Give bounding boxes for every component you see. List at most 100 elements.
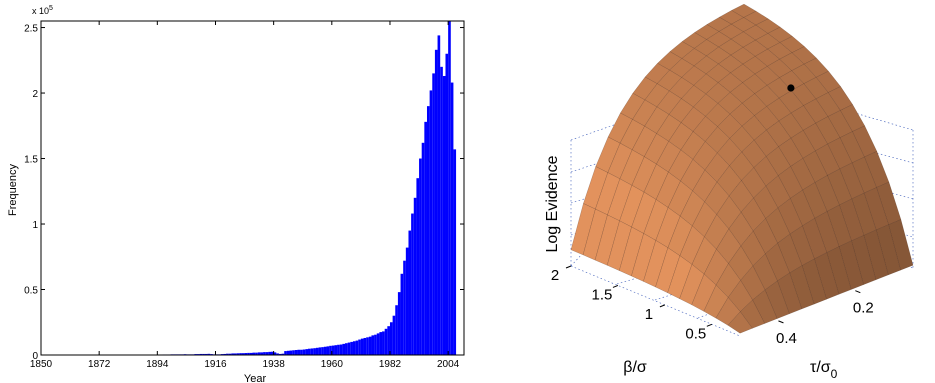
histogram-bar xyxy=(347,342,351,355)
histogram-bar xyxy=(247,352,250,355)
tau-axis-label: τ/σ0 xyxy=(810,359,838,381)
histogram-bar xyxy=(421,142,425,355)
histogram-bar xyxy=(263,352,266,355)
surface-cell xyxy=(668,149,694,182)
surface-cell xyxy=(741,167,767,199)
histogram-bar xyxy=(366,337,369,355)
histogram-bar xyxy=(360,338,364,355)
histogram-bar xyxy=(419,158,422,355)
histogram-bar xyxy=(252,352,256,355)
histogram-axes-box xyxy=(40,20,465,356)
histogram-bar xyxy=(228,353,232,355)
histogram-bar xyxy=(416,178,420,355)
histogram-bar xyxy=(223,353,227,355)
histogram-bar xyxy=(339,344,343,355)
histogram-bar xyxy=(355,340,359,355)
surface-cell xyxy=(716,228,742,264)
surface-cell xyxy=(802,150,828,183)
y-axis-label: Frequency xyxy=(7,164,19,216)
histogram-bar xyxy=(403,260,406,355)
surface-cell xyxy=(753,129,779,157)
histogram-bar xyxy=(445,53,449,355)
histogram-bar xyxy=(268,351,271,355)
histogram-bar xyxy=(292,350,295,355)
histogram-bar xyxy=(382,331,385,355)
histogram-bar xyxy=(297,349,301,355)
histogram-bar xyxy=(308,348,311,355)
y-tick-label: 0.5 xyxy=(24,286,38,297)
histogram-bar xyxy=(440,66,443,355)
y-tick-label: 2.5 xyxy=(24,24,38,35)
histogram-bar xyxy=(236,353,240,355)
histogram-bars xyxy=(41,21,457,356)
histogram-bar xyxy=(424,121,427,355)
histogram-bar xyxy=(294,350,298,355)
histogram-bar xyxy=(278,353,282,355)
histogram-bar xyxy=(321,347,324,355)
histogram-bar xyxy=(244,353,248,355)
histogram-bar xyxy=(207,353,211,355)
histogram-bar xyxy=(249,352,253,355)
histogram-bar xyxy=(289,350,293,355)
beta-axis-label: β/σ xyxy=(623,359,647,376)
histogram-bar xyxy=(400,273,404,355)
histogram-bar xyxy=(434,49,438,355)
histogram-bar xyxy=(350,341,353,355)
beta-tick-mark xyxy=(706,323,713,327)
histogram-bar xyxy=(389,322,393,355)
surface-cell xyxy=(730,63,756,83)
surface-cell xyxy=(742,73,768,95)
tau-tick-mark xyxy=(778,320,784,324)
x-tick-label: 1960 xyxy=(321,359,344,370)
histogram-bar xyxy=(241,353,245,355)
histogram-bar xyxy=(453,149,457,355)
surface-cell xyxy=(727,311,753,334)
surface-mesh xyxy=(570,3,914,334)
histogram-bar xyxy=(281,353,285,355)
surface-cell xyxy=(582,208,608,261)
histogram-bar xyxy=(429,90,433,356)
surface-cell xyxy=(668,98,694,123)
surface-cell xyxy=(643,163,669,200)
y-tick-label: 1.5 xyxy=(24,155,38,166)
histogram-bar xyxy=(323,346,327,355)
beta-tick-label: 1.5 xyxy=(592,286,613,303)
beta-tick-label: 0.5 xyxy=(685,325,706,342)
histogram-bar xyxy=(374,334,377,355)
histogram-bar xyxy=(260,352,264,355)
surface-cell xyxy=(570,203,596,256)
surface-cell xyxy=(717,113,743,139)
y-exponent-label: x 105 xyxy=(32,5,53,16)
histogram-bar xyxy=(302,349,306,355)
x-tick-label: 1894 xyxy=(146,359,169,370)
x-tick-label: 1982 xyxy=(379,359,402,370)
x-tick-label: 1938 xyxy=(263,359,286,370)
histogram-bar xyxy=(326,346,330,355)
histogram-bar xyxy=(411,213,414,355)
x-tick-label: 2004 xyxy=(437,359,460,370)
tau-tick-mark xyxy=(855,290,861,294)
histogram-bar xyxy=(204,353,208,355)
histogram-bar xyxy=(379,332,383,355)
histogram-bar xyxy=(334,345,338,355)
surface-cell xyxy=(680,158,706,192)
surface-cell xyxy=(667,255,693,300)
histogram-bar xyxy=(345,343,348,355)
beta-tick-mark xyxy=(612,284,619,288)
surface-cell xyxy=(632,99,658,127)
histogram-bar xyxy=(286,350,290,355)
beta-tick-label: 1 xyxy=(645,306,653,323)
histogram-bar xyxy=(408,230,412,355)
histogram-bar xyxy=(231,353,234,355)
x-tick-label: 1850 xyxy=(30,359,53,370)
histogram-bar xyxy=(329,345,332,355)
z-axis-label: Log Evidence xyxy=(544,155,561,252)
histogram-bar xyxy=(397,292,401,355)
y-tick-label: 2 xyxy=(32,89,38,100)
y-tick-label: 0 xyxy=(32,351,38,362)
histogram-bar xyxy=(358,339,361,355)
histogram-bar xyxy=(239,353,242,355)
surface-cell xyxy=(631,156,657,193)
beta-tick-mark xyxy=(565,265,572,269)
